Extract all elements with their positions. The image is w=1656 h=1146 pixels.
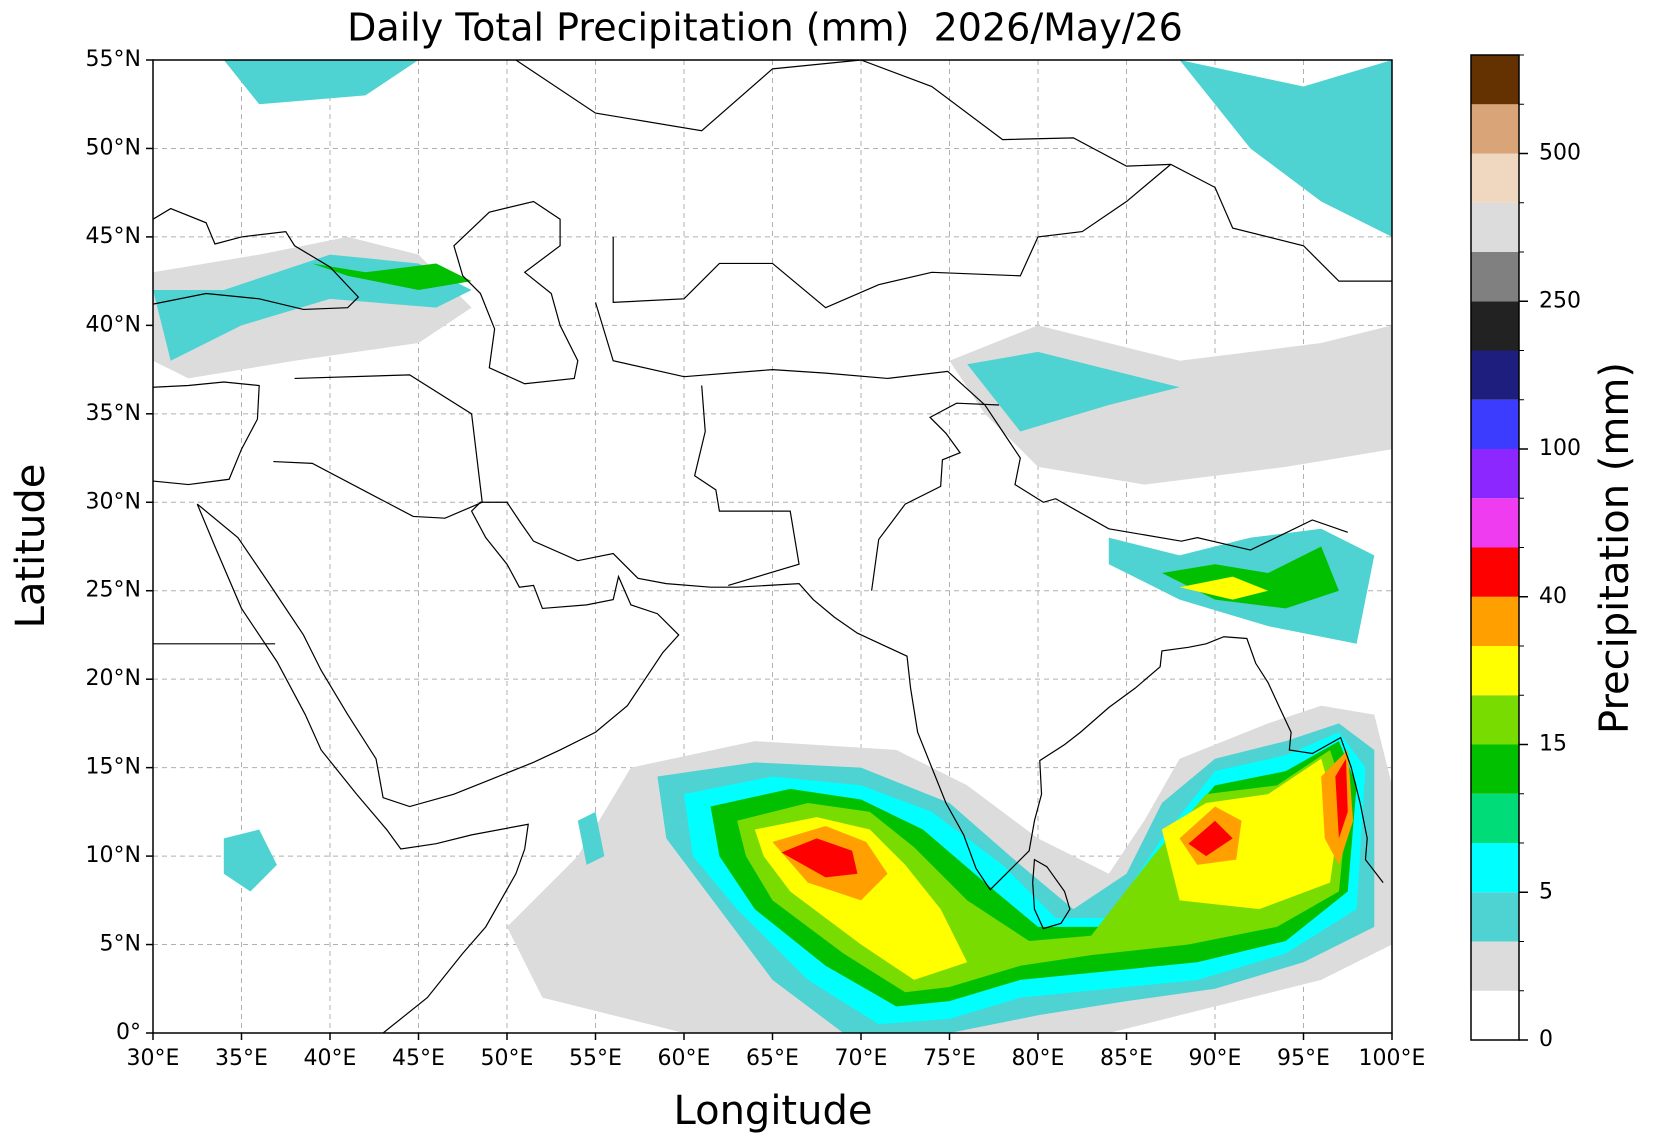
colorbar-label: Precipitation (mm) (1592, 362, 1638, 734)
x-tick-label: 85°E (1100, 1046, 1153, 1071)
colorbar-swatch (1471, 646, 1519, 696)
colorbar-swatch (1471, 301, 1519, 351)
y-axis-label: Latitude (8, 464, 54, 629)
colorbar-swatch (1471, 744, 1519, 794)
geography (153, 60, 1392, 1033)
y-tick-label: 15°N (86, 755, 141, 780)
colorbar-swatch (1471, 498, 1519, 548)
colorbar-swatch (1471, 449, 1519, 499)
x-tick-label: 100°E (1359, 1046, 1426, 1071)
colorbar-swatch (1471, 252, 1519, 302)
x-tick-label: 75°E (923, 1046, 976, 1071)
colorbar-swatch (1471, 941, 1519, 991)
colorbar-swatch (1471, 695, 1519, 745)
y-tick-label: 40°N (86, 312, 141, 337)
x-tick-label: 95°E (1277, 1046, 1330, 1071)
colorbar-tick-label: 40 (1539, 584, 1567, 609)
x-tick-label: 65°E (746, 1046, 799, 1071)
colorbar-swatch (1471, 202, 1519, 252)
title: Daily Total Precipitation (mm) 2026/May/… (347, 6, 1183, 50)
x-tick-label: 40°E (304, 1046, 357, 1071)
colorbar-swatch (1471, 399, 1519, 449)
colorbar-tick-label: 100 (1539, 436, 1581, 461)
colorbar-swatch (1471, 892, 1519, 942)
x-axis-label: Longitude (674, 1088, 873, 1134)
coastlines (153, 60, 1392, 1033)
y-tick-label: 50°N (86, 135, 141, 160)
colorbar-swatch (1471, 350, 1519, 400)
y-tick-label: 45°N (86, 224, 141, 249)
y-tick-label: 55°N (86, 47, 141, 72)
x-tick-label: 70°E (835, 1046, 888, 1071)
colorbar: 0 5 15 40 100 250 500 (1470, 54, 1581, 1052)
colorbar-swatch (1471, 793, 1519, 843)
y-tick-label: 25°N (86, 578, 141, 603)
y-tick-label: 35°N (86, 401, 141, 426)
y-tick-label: 10°N (86, 843, 141, 868)
map-area (153, 60, 1392, 1033)
y-tick-label: 30°N (86, 489, 141, 514)
colorbar-swatch (1471, 843, 1519, 893)
x-tick-label: 55°E (569, 1046, 622, 1071)
colorbar-tick-label: 15 (1539, 732, 1567, 757)
colorbar-swatch (1471, 104, 1519, 154)
colorbar-tick-label: 5 (1539, 879, 1553, 904)
colorbar-swatch (1471, 153, 1519, 203)
y-tick-label: 0° (116, 1020, 141, 1045)
x-tick-label: 50°E (481, 1046, 534, 1071)
colorbar-tick-label: 250 (1539, 288, 1581, 313)
x-tick-label: 45°E (392, 1046, 445, 1071)
x-tick-label: 80°E (1012, 1046, 1065, 1071)
colorbar-tick-label: 500 (1539, 141, 1581, 166)
y-tick-label: 20°N (86, 666, 141, 691)
precipitation-areas (153, 60, 1392, 1033)
colorbar-swatch (1471, 990, 1519, 1040)
colorbar-tick-label: 0 (1539, 1027, 1553, 1052)
x-tick-label: 60°E (658, 1046, 711, 1071)
colorbar-swatch (1471, 596, 1519, 646)
x-tick-label: 30°E (127, 1046, 180, 1071)
x-tick-label: 35°E (215, 1046, 268, 1071)
colorbar-swatch (1471, 547, 1519, 597)
x-tick-label: 90°E (1189, 1046, 1242, 1071)
colorbar-swatch (1471, 55, 1519, 105)
y-tick-label: 5°N (100, 932, 141, 957)
axis-ticks: 30°E 35°E 40°E 45°E 50°E 55°E 60°E 65°E 70°E 75°E… (86, 47, 1426, 1071)
